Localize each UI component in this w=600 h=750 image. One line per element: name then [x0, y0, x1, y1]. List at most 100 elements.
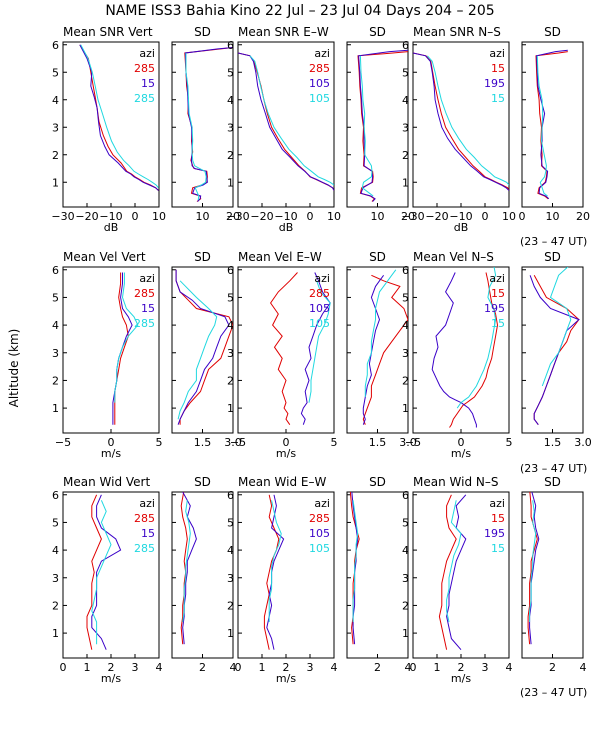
y-tick-label: 3 — [402, 121, 409, 134]
x-tick-label: −10 — [99, 210, 122, 223]
series-line-3 — [249, 55, 334, 186]
x-tick-label: 2 — [549, 661, 556, 674]
x-tick-label: 0 — [410, 661, 417, 674]
y-tick-label: 2 — [402, 374, 409, 387]
legend-title: azi — [139, 497, 155, 510]
y-tick-label: 1 — [227, 627, 234, 640]
y-tick-label: 3 — [52, 121, 59, 134]
legend-entry: 105 — [309, 542, 330, 555]
series-line-3 — [456, 267, 497, 409]
legend-title: azi — [139, 47, 155, 60]
x-tick-label: 2 — [458, 661, 465, 674]
series-line-3 — [359, 55, 374, 197]
series-line-3 — [541, 267, 572, 387]
panel-14: SD 2 4 — [171, 475, 237, 674]
legend-entry: 105 — [309, 92, 330, 105]
y-tick-label: 1 — [402, 176, 409, 189]
panel-title: SD — [369, 250, 386, 264]
panel-9: Mean Vel E–W −5 0 5 m/s 1 2 3 4 5 6 azi 285 105 105 — [227, 250, 338, 460]
y-tick-label: 4 — [52, 319, 59, 332]
x-tick-label: 1.5 — [369, 436, 387, 449]
x-tick-label: 1 — [259, 661, 266, 674]
y-tick-label: 3 — [227, 347, 234, 360]
x-tick-label: 5 — [156, 436, 163, 449]
series-line-1 — [86, 494, 102, 650]
y-tick-label: 2 — [52, 149, 59, 162]
series-line-3 — [185, 53, 207, 201]
legend-title: azi — [314, 47, 330, 60]
series-line-1 — [362, 274, 408, 425]
x-tick-label: 0 — [283, 436, 290, 449]
panel-8: SD 1.5 3.0 — [171, 250, 242, 449]
panel-1: Mean SNR Vert −30 −20 −10 0 10 dB 1 2 3 4 5 6 azi 285 1… — [51, 25, 166, 234]
legend-entry: 285 — [134, 317, 155, 330]
x-tick-label: 3.0 — [574, 436, 592, 449]
y-tick-label: 2 — [227, 374, 234, 387]
x-tick-label: 4 — [506, 661, 513, 674]
panel-title: Mean Wid Vert — [63, 475, 150, 489]
y-tick-label: 1 — [402, 402, 409, 415]
panel-title: SD — [369, 475, 386, 489]
y-tick-label: 5 — [402, 66, 409, 79]
legend-entry: 195 — [484, 302, 505, 315]
y-tick-label: 6 — [52, 39, 59, 52]
x-tick-label: 10 — [152, 210, 166, 223]
y-tick-label: 4 — [402, 319, 409, 332]
legend-entry: 105 — [309, 317, 330, 330]
plot-frame — [346, 266, 409, 434]
panel-13: Mean Wid Vert 0 1 2 3 4 m/s 1 2 3 4 5 6 azi 285 15 285 — [52, 475, 163, 685]
x-tick-label: 0 — [235, 661, 242, 674]
x-axis-label: m/s — [276, 672, 296, 685]
panel-title: Mean Vel E–W — [238, 250, 322, 264]
x-tick-label: 0 — [132, 210, 139, 223]
figure-title: NAME ISS3 Bahia Kino 22 Jul – 23 Jul 04 … — [105, 3, 494, 19]
panel-3: Mean SNR E–W −30 −20 −10 0 10 dB 1 2 3 4 5 6 azi 285 10… — [226, 25, 341, 234]
panel-title: SD — [544, 25, 561, 39]
y-tick-label: 6 — [52, 489, 59, 502]
panel-title: Mean Wid E–W — [238, 475, 326, 489]
legend-title: azi — [139, 272, 155, 285]
x-tick-label: 0 — [60, 661, 67, 674]
y-tick-label: 6 — [227, 264, 234, 277]
series-line-2 — [536, 49, 568, 200]
series-line-3 — [177, 280, 218, 420]
x-tick-label: 1.5 — [544, 436, 562, 449]
x-tick-label: 20 — [226, 210, 240, 223]
y-tick-label: 3 — [402, 347, 409, 360]
legend-entry: 285 — [134, 92, 155, 105]
x-axis-label: dB — [104, 221, 119, 234]
x-tick-label: 4 — [405, 661, 412, 674]
panel-17: Mean Wid N–S 0 1 2 3 4 m/s 1 2 3 4 5 6 azi 15 195 15 — [402, 475, 513, 685]
y-tick-label: 2 — [52, 599, 59, 612]
panel-title: Mean SNR Vert — [63, 25, 153, 39]
panel-title: SD — [544, 250, 561, 264]
y-tick-label: 4 — [227, 319, 234, 332]
x-tick-label: 10 — [327, 210, 341, 223]
x-tick-label: 0 — [307, 210, 314, 223]
x-axis-label: m/s — [276, 447, 296, 460]
x-tick-label: 3 — [307, 661, 314, 674]
x-axis-label: m/s — [101, 672, 121, 685]
plot-frame — [171, 41, 234, 208]
x-tick-label: 3.0 — [399, 436, 417, 449]
panel-6: SD 0 10 20 — [519, 25, 591, 223]
x-tick-label: 4 — [156, 661, 163, 674]
y-tick-label: 5 — [52, 66, 59, 79]
series-line-1 — [438, 494, 457, 650]
panel-5: Mean SNR N–S −30 −20 −10 0 10 dB 1 2 3 4 5 6 azi 15 195… — [401, 25, 516, 234]
legend-entry: 285 — [134, 62, 155, 75]
legend-entry: 195 — [484, 77, 505, 90]
y-tick-label: 5 — [52, 516, 59, 529]
y-tick-label: 5 — [227, 291, 234, 304]
legend-entry: 15 — [491, 92, 505, 105]
y-tick-label: 4 — [227, 544, 234, 557]
plot-frame — [346, 41, 409, 208]
panel-title: SD — [369, 25, 386, 39]
y-tick-label: 6 — [402, 264, 409, 277]
x-tick-label: 10 — [502, 210, 516, 223]
panel-title: SD — [194, 475, 211, 489]
x-tick-label: 20 — [576, 210, 590, 223]
x-tick-label: 0 — [519, 210, 526, 223]
legend-title: azi — [489, 497, 505, 510]
legend-entry: 285 — [134, 287, 155, 300]
